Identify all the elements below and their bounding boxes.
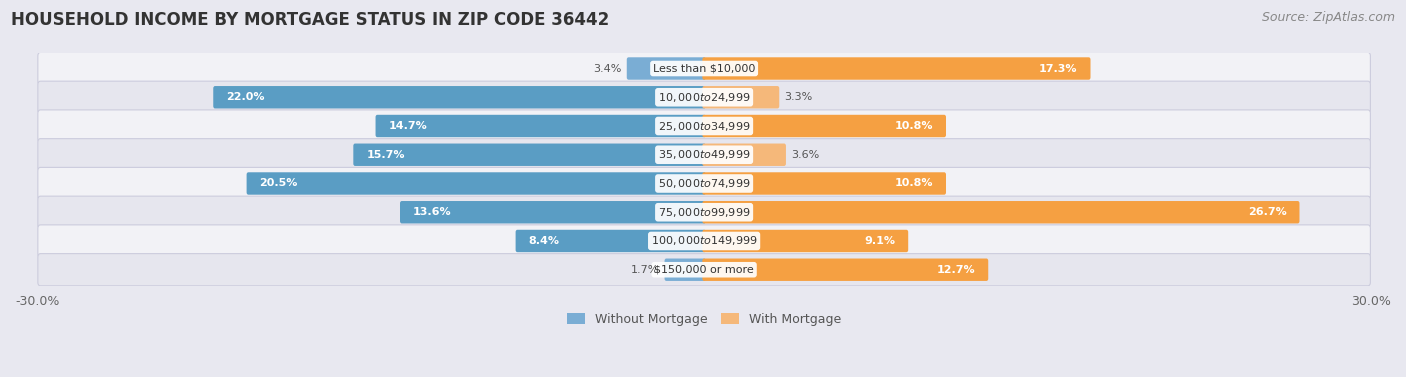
Text: Source: ZipAtlas.com: Source: ZipAtlas.com <box>1261 11 1395 24</box>
FancyBboxPatch shape <box>38 110 1371 142</box>
Legend: Without Mortgage, With Mortgage: Without Mortgage, With Mortgage <box>561 308 846 331</box>
FancyBboxPatch shape <box>38 254 1371 286</box>
Text: $10,000 to $24,999: $10,000 to $24,999 <box>658 91 751 104</box>
FancyBboxPatch shape <box>38 139 1371 171</box>
FancyBboxPatch shape <box>627 57 706 80</box>
Text: 3.3%: 3.3% <box>785 92 813 102</box>
FancyBboxPatch shape <box>38 167 1371 199</box>
FancyBboxPatch shape <box>375 115 706 137</box>
Text: 10.8%: 10.8% <box>894 178 934 188</box>
FancyBboxPatch shape <box>516 230 706 252</box>
FancyBboxPatch shape <box>703 57 1091 80</box>
Text: 22.0%: 22.0% <box>226 92 264 102</box>
Text: 9.1%: 9.1% <box>865 236 896 246</box>
Text: 15.7%: 15.7% <box>366 150 405 160</box>
Text: $150,000 or more: $150,000 or more <box>654 265 754 275</box>
FancyBboxPatch shape <box>703 144 786 166</box>
Text: 26.7%: 26.7% <box>1249 207 1286 217</box>
Text: $75,000 to $99,999: $75,000 to $99,999 <box>658 206 751 219</box>
Text: 20.5%: 20.5% <box>260 178 298 188</box>
FancyBboxPatch shape <box>703 115 946 137</box>
FancyBboxPatch shape <box>703 86 779 109</box>
Text: HOUSEHOLD INCOME BY MORTGAGE STATUS IN ZIP CODE 36442: HOUSEHOLD INCOME BY MORTGAGE STATUS IN Z… <box>11 11 609 29</box>
Text: 12.7%: 12.7% <box>936 265 976 275</box>
Text: 17.3%: 17.3% <box>1039 63 1077 74</box>
FancyBboxPatch shape <box>214 86 706 109</box>
Text: $25,000 to $34,999: $25,000 to $34,999 <box>658 120 751 132</box>
FancyBboxPatch shape <box>703 172 946 195</box>
Text: 10.8%: 10.8% <box>894 121 934 131</box>
Text: 3.6%: 3.6% <box>790 150 820 160</box>
Text: 13.6%: 13.6% <box>413 207 451 217</box>
FancyBboxPatch shape <box>665 259 706 281</box>
FancyBboxPatch shape <box>353 144 706 166</box>
Text: 8.4%: 8.4% <box>529 236 560 246</box>
Text: 14.7%: 14.7% <box>388 121 427 131</box>
Text: Less than $10,000: Less than $10,000 <box>652 63 755 74</box>
FancyBboxPatch shape <box>38 225 1371 257</box>
FancyBboxPatch shape <box>38 81 1371 113</box>
FancyBboxPatch shape <box>703 259 988 281</box>
FancyBboxPatch shape <box>399 201 706 224</box>
FancyBboxPatch shape <box>38 196 1371 228</box>
FancyBboxPatch shape <box>703 201 1299 224</box>
FancyBboxPatch shape <box>703 230 908 252</box>
Text: $100,000 to $149,999: $100,000 to $149,999 <box>651 234 758 247</box>
Text: $35,000 to $49,999: $35,000 to $49,999 <box>658 148 751 161</box>
Text: $50,000 to $74,999: $50,000 to $74,999 <box>658 177 751 190</box>
Text: 3.4%: 3.4% <box>593 63 621 74</box>
FancyBboxPatch shape <box>246 172 706 195</box>
FancyBboxPatch shape <box>38 52 1371 84</box>
Text: 1.7%: 1.7% <box>631 265 659 275</box>
